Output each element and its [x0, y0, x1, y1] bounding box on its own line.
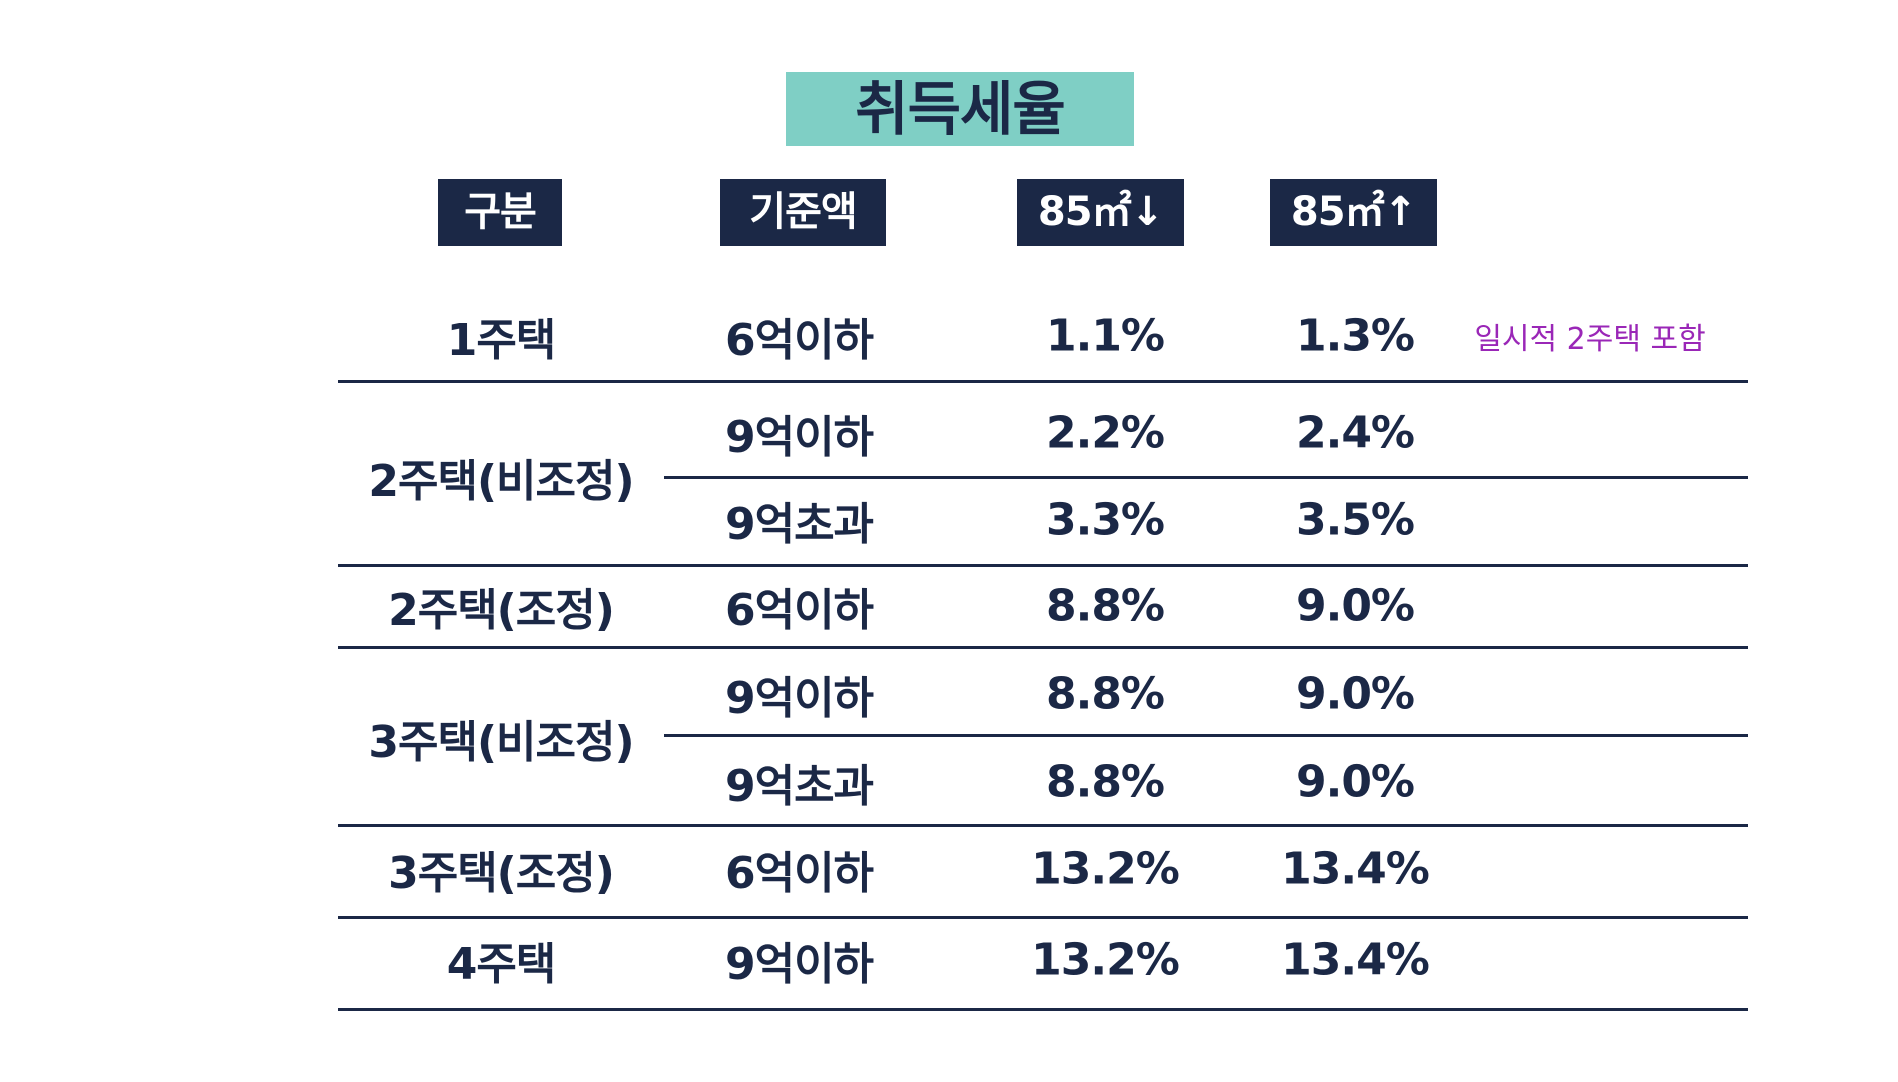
rate-under-85-cell: 1.1%: [1045, 310, 1165, 362]
row-divider: [664, 734, 1748, 737]
page-title: 취득세율: [786, 72, 1134, 146]
rate-under-85-cell: 2.2%: [1045, 407, 1165, 459]
category-cell: 3주택(비조정): [368, 717, 634, 768]
group-divider: [338, 1008, 1748, 1011]
header-over-85: 85㎡↑: [1270, 179, 1437, 246]
rate-over-85-cell: 9.0%: [1295, 756, 1415, 808]
header-under-85: 85㎡↓: [1017, 179, 1184, 246]
group-divider: [338, 564, 1748, 567]
group-divider: [338, 646, 1748, 649]
rate-under-85-cell: 13.2%: [1031, 843, 1180, 895]
base-amount-cell: 9억이하: [724, 673, 874, 724]
header-base-amount: 기준액: [720, 179, 886, 246]
category-cell: 3주택(조정): [388, 848, 615, 899]
rate-under-85-cell: 8.8%: [1045, 580, 1165, 632]
rate-under-85-cell: 3.3%: [1045, 494, 1165, 546]
rate-over-85-cell: 13.4%: [1281, 843, 1430, 895]
base-amount-cell: 9억이하: [724, 939, 874, 990]
rate-over-85-cell: 9.0%: [1295, 668, 1415, 720]
base-amount-cell: 6억이하: [724, 848, 874, 899]
rate-over-85-cell: 9.0%: [1295, 580, 1415, 632]
temporary-two-house-note: 일시적 2주택 포함: [1474, 322, 1706, 357]
category-cell: 2주택(조정): [388, 585, 615, 636]
base-amount-cell: 9억초과: [724, 499, 874, 550]
category-cell: 2주택(비조정): [368, 455, 634, 507]
base-amount-cell: 9억이하: [724, 412, 874, 463]
rate-over-85-cell: 3.5%: [1295, 494, 1415, 546]
group-divider: [338, 380, 1748, 383]
group-divider: [338, 824, 1748, 827]
base-amount-cell: 9억초과: [724, 761, 874, 812]
category-cell: 4주택: [446, 939, 557, 990]
group-divider: [338, 916, 1748, 919]
base-amount-cell: 6억이하: [724, 585, 874, 636]
rate-over-85-cell: 13.4%: [1281, 934, 1430, 986]
rate-under-85-cell: 8.8%: [1045, 756, 1165, 808]
rate-under-85-cell: 8.8%: [1045, 668, 1165, 720]
base-amount-cell: 6억이하: [724, 315, 874, 366]
rate-over-85-cell: 1.3%: [1295, 310, 1415, 362]
row-divider: [664, 476, 1748, 479]
header-category: 구분: [438, 179, 562, 246]
rate-over-85-cell: 2.4%: [1295, 407, 1415, 459]
category-cell: 1주택: [446, 315, 557, 366]
rate-under-85-cell: 13.2%: [1031, 934, 1180, 986]
